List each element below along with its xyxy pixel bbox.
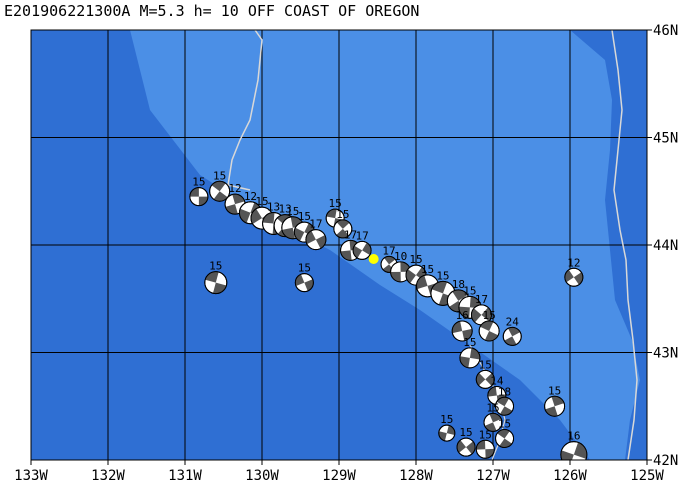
focal-mechanism-beachball (564, 267, 584, 287)
focal-mechanism-beachball (502, 326, 522, 346)
mechanism-depth-label: 15 (463, 336, 476, 349)
plate-boundary-line (227, 30, 263, 191)
focal-mechanism-beachball (352, 240, 372, 260)
mechanism-depth-label: 15 (479, 358, 492, 371)
mechanism-depth-label: 15 (192, 176, 205, 189)
mechanism-depth-label: 18 (452, 278, 465, 291)
mechanism-depth-label: 15 (463, 284, 476, 297)
y-tick-label: 45N (653, 131, 678, 147)
focal-mechanism-beachball (451, 320, 473, 342)
mechanism-depth-label: 15 (298, 210, 311, 223)
mechanism-depth-label: 12 (228, 182, 241, 195)
grid-lines (31, 30, 647, 460)
event-epicenter-marker (368, 253, 379, 264)
focal-mechanism-beachball (560, 441, 588, 460)
focal-mechanism-beachball (475, 369, 495, 389)
focal-mechanism-beachball (495, 429, 515, 448)
x-tick-label: 132W (91, 468, 125, 484)
focal-mechanism-beachball (305, 229, 327, 251)
mechanism-depth-label: 15 (213, 169, 226, 182)
mechanism-depth-label: 15 (498, 418, 511, 431)
x-tick-label: 126W (553, 468, 587, 484)
mechanism-depth-label: 15 (409, 253, 422, 266)
x-tick-label: 127W (476, 468, 510, 484)
x-tick-label: 133W (14, 468, 48, 484)
mechanism-depth-label: 16 (456, 309, 469, 322)
mechanism-depth-label: 10 (394, 250, 407, 263)
focal-mechanism-beachball (470, 304, 492, 326)
y-tick-label: 46N (653, 23, 678, 39)
mechanism-depth-label: 16 (567, 430, 580, 443)
mechanism-depth-label: 15 (329, 197, 342, 210)
mechanism-depth-label: 12 (567, 256, 580, 269)
mechanism-depth-label: 17 (309, 218, 322, 231)
mechanism-depth-label: 13 (267, 201, 280, 214)
mechanism-depth-label: 15 (286, 205, 299, 218)
x-tick-label: 131W (168, 468, 202, 484)
x-tick-label: 125W (630, 468, 664, 484)
y-tick-label: 44N (653, 238, 678, 254)
mechanism-depth-label: 17 (475, 293, 488, 306)
mechanism-depth-label: 15 (336, 208, 349, 221)
mechanism-depth-label: 13 (278, 203, 291, 216)
focal-mechanism-beachball (495, 396, 515, 416)
latitude-axis: 46N 45N 44N 43N 42N (647, 23, 678, 469)
longitude-axis: 133W 132W 131W 130W 129W 128W 127W 126W 125W (14, 460, 664, 484)
mechanism-depth-label: 15 (421, 263, 434, 276)
coastline-boundary (611, 30, 638, 460)
mechanism-depth-label: 18 (498, 385, 511, 398)
mechanism-depth-label: 15 (255, 195, 268, 208)
y-tick-label: 43N (653, 346, 678, 362)
mechanism-depth-label: 15 (479, 428, 492, 441)
x-tick-label: 130W (245, 468, 279, 484)
focal-mechanism-beachball (544, 395, 566, 417)
mechanism-depth-label: 15 (486, 401, 499, 414)
mechanism-depth-label: 15 (440, 413, 453, 426)
focal-mechanism-beachball (478, 320, 500, 342)
mechanism-depth-label: 15 (436, 269, 449, 282)
x-tick-label: 128W (399, 468, 433, 484)
mechanism-depth-label: 15 (483, 309, 496, 322)
mechanism-depth-label: 17 (382, 244, 395, 257)
mechanism-depth-label: 15 (209, 260, 222, 273)
mechanism-depth-label: 24 (506, 315, 520, 328)
focal-mechanism-beachball (459, 347, 481, 369)
focal-mechanism-beachball (456, 437, 476, 457)
y-tick-label: 42N (653, 453, 678, 469)
focal-mechanism-beachball (204, 271, 228, 295)
map-title: E201906221300A M=5.3 h= 10 OFF COAST OF … (4, 2, 420, 20)
mechanism-depth-label: 15 (298, 262, 311, 275)
focal-mechanism-beachball (483, 412, 503, 432)
mechanism-depth-label: 17 (344, 228, 357, 241)
focal-mechanism-beachball (438, 424, 456, 442)
focal-mechanism-beachball (209, 180, 231, 202)
focal-mechanism-beachball (294, 273, 314, 293)
focal-mechanism-beachball (189, 187, 209, 207)
mechanism-depth-label: 14 (490, 375, 504, 388)
focal-mechanism-beachball (475, 439, 495, 459)
x-tick-label: 129W (322, 468, 356, 484)
mechanism-depth-label: 15 (548, 384, 561, 397)
mechanism-depth-label: 15 (459, 426, 472, 439)
mechanism-depth-label: 17 (355, 229, 368, 242)
focal-mechanism-beachball (333, 219, 353, 239)
mechanism-depth-label: 12 (244, 190, 257, 203)
